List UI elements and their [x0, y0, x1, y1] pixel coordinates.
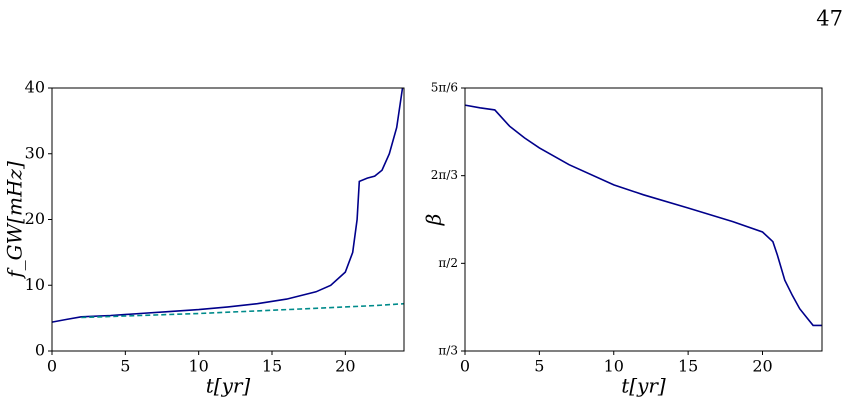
- y-tick-label: π/2: [438, 256, 458, 270]
- y-axis-label: β: [422, 214, 446, 227]
- x-axis-label: t[yr]: [621, 374, 666, 398]
- x-tick-label: 0: [47, 357, 57, 376]
- x-tick-label: 10: [604, 357, 624, 376]
- x-tick-label: 5: [120, 357, 130, 376]
- y-tick-label: π/3: [438, 344, 458, 358]
- y-axis-label: f_GW[mHz]: [3, 161, 27, 280]
- x-tick-label: 20: [335, 357, 355, 376]
- x-tick-label: 15: [678, 357, 698, 376]
- y-tick-label: 30: [25, 143, 45, 162]
- x-tick-label: 5: [534, 357, 544, 376]
- series-line: [81, 302, 405, 319]
- y-tick-label: 20: [25, 209, 45, 228]
- x-tick-label: 15: [262, 357, 282, 376]
- x-tick-label: 0: [460, 357, 470, 376]
- x-tick-label: 10: [188, 357, 208, 376]
- y-tick-label: 0: [35, 341, 45, 360]
- y-tick-label: 2π/3: [431, 168, 458, 182]
- y-tick-label: 5π/6: [431, 81, 458, 95]
- plot-frame: [464, 87, 823, 352]
- x-tick-label: 20: [752, 357, 772, 376]
- x-axis-label: t[yr]: [206, 374, 251, 398]
- plot-frame: [51, 87, 405, 352]
- y-tick-label: 10: [25, 275, 45, 294]
- y-tick-label: 40: [25, 78, 45, 97]
- series-line: [51, 87, 404, 323]
- page-number: 47: [816, 7, 843, 31]
- series-line: [464, 104, 822, 327]
